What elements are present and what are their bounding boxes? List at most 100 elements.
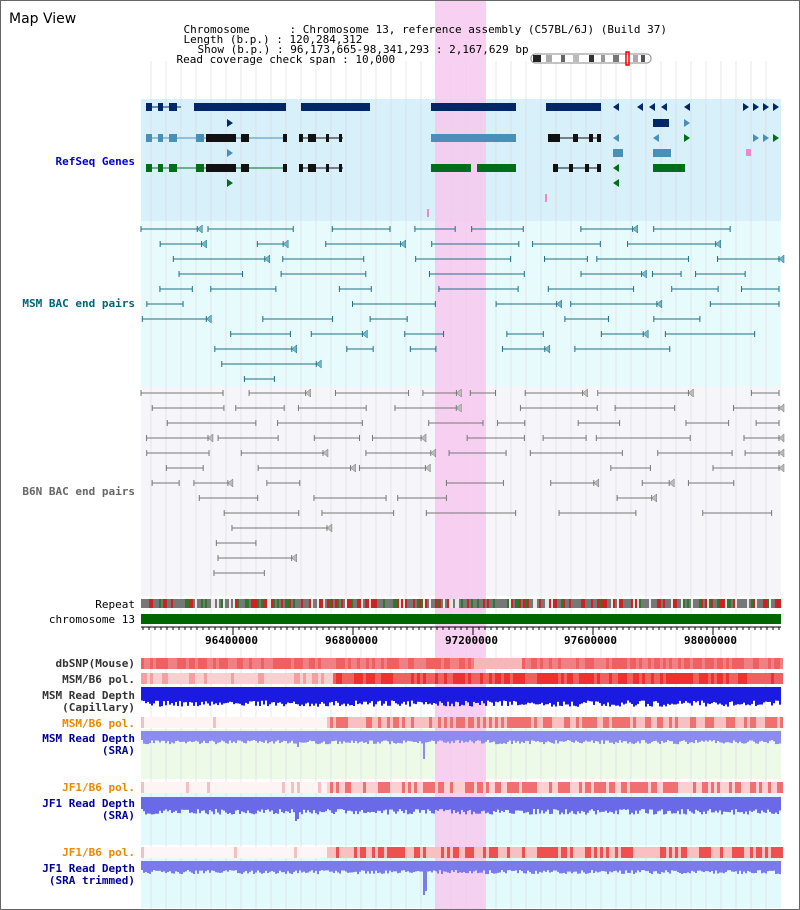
- depth-bar: [277, 797, 279, 814]
- jf1-depth-trimmed-label[interactable]: JF1 Read Depth: [42, 862, 135, 875]
- depth-bar: [615, 731, 617, 743]
- depth-bar: [259, 861, 261, 873]
- gene-exon: [326, 164, 329, 172]
- header-length-row: Length (b.p.) : 120,284,312: [183, 33, 363, 46]
- heatmap-cell: [432, 782, 435, 793]
- heatmap-cell: [657, 717, 660, 728]
- msm-depth-sra-label[interactable]: MSM Read Depth: [42, 732, 135, 745]
- jf1-b6-pol-trimmed-label[interactable]: JF1/B6 pol.: [62, 846, 135, 859]
- heatmap-cell: [753, 658, 756, 669]
- depth-bar: [777, 687, 779, 701]
- refseq-genes-label[interactable]: RefSeq Genes: [55, 155, 135, 168]
- depth-bar: [687, 797, 689, 810]
- heatmap-cell: [627, 717, 630, 728]
- depth-bar: [553, 861, 555, 871]
- heatmap-cell: [624, 658, 627, 669]
- repeat-block: [555, 599, 557, 608]
- heatmap-cell: [660, 717, 663, 728]
- heatmap-cell: [330, 717, 333, 728]
- repeat-block: [521, 599, 523, 608]
- bac-end-arrow: [778, 448, 785, 458]
- msm-depth-capillary-label[interactable]: MSM Read Depth: [42, 689, 135, 702]
- depth-bar: [705, 861, 707, 872]
- heatmap-cell: [588, 658, 591, 669]
- heatmap-cell: [438, 782, 441, 793]
- heatmap-cell: [546, 673, 549, 684]
- heatmap-cell: [531, 717, 534, 728]
- depth-bar: [261, 797, 263, 810]
- coverage-value: 10,000: [355, 53, 396, 66]
- depth-bar: [327, 687, 329, 707]
- msm-b6-pol-sra-label[interactable]: MSM/B6 pol.: [62, 717, 135, 730]
- depth-bar: [297, 731, 299, 747]
- heatmap-cell: [417, 673, 420, 684]
- heatmap-cell: [327, 782, 330, 793]
- heatmap-cell: [375, 782, 378, 793]
- depth-bar: [753, 687, 755, 701]
- depth-bar: [577, 797, 579, 812]
- heatmap-cell: [483, 717, 486, 728]
- heatmap-cell: [366, 782, 369, 793]
- repeat-block: [679, 599, 681, 608]
- msm-b6-pol-label[interactable]: MSM/B6 pol.: [62, 673, 135, 686]
- jf1-b6-pol-label[interactable]: JF1/B6 pol.: [62, 781, 135, 794]
- heatmap-cell: [330, 673, 333, 684]
- msm-bac-label[interactable]: MSM BAC end pairs: [22, 297, 135, 310]
- depth-bar: [627, 797, 629, 810]
- depth-bar: [311, 687, 313, 704]
- depth-bar: [501, 687, 503, 706]
- repeat-block: [151, 599, 153, 608]
- heatmap-cell: [438, 717, 441, 728]
- depth-bar: [567, 861, 569, 872]
- depth-bar: [539, 731, 541, 743]
- heatmap-cell: [318, 658, 321, 669]
- depth-bar: [481, 731, 483, 744]
- heatmap-cell: [606, 782, 609, 793]
- gene-exon: [194, 103, 286, 111]
- depth-bar: [559, 687, 561, 706]
- repeat-block: [631, 599, 633, 608]
- heatmap-cell: [747, 847, 750, 858]
- bac-end-arrow: [582, 388, 588, 398]
- repeat-block: [647, 599, 649, 608]
- depth-bar: [523, 687, 525, 705]
- depth-bar: [621, 797, 623, 810]
- gene-strand-arrow: [773, 134, 779, 142]
- heatmap-cell: [546, 847, 549, 858]
- gene-exon: [326, 134, 329, 142]
- depth-bar: [583, 687, 585, 703]
- heatmap-cell: [537, 782, 540, 793]
- heatmap-cell: [390, 847, 393, 858]
- heatmap-cell: [450, 717, 453, 728]
- heatmap-cell: [249, 847, 252, 858]
- depth-bar: [231, 797, 233, 815]
- heatmap-cell: [402, 658, 405, 669]
- depth-bar: [689, 797, 691, 812]
- jf1-depth-sra-label[interactable]: JF1 Read Depth: [42, 797, 135, 810]
- depth-bar: [297, 797, 299, 819]
- dbsnp-label[interactable]: dbSNP(Mouse): [55, 657, 135, 670]
- bac-end-arrow: [456, 388, 462, 398]
- heatmap-cell: [354, 782, 357, 793]
- heatmap-cell: [642, 717, 645, 728]
- heatmap-cell: [606, 658, 609, 669]
- heatmap-cell: [429, 782, 432, 793]
- refseq-genes: [146, 103, 779, 217]
- heatmap-cell: [633, 717, 636, 728]
- repeat-block: [557, 599, 559, 608]
- heatmap-cell: [255, 782, 258, 793]
- depth-bar: [395, 797, 397, 814]
- depth-bar: [263, 797, 265, 813]
- depth-bar: [309, 797, 311, 813]
- depth-bar: [567, 797, 569, 815]
- b6n-bac-label[interactable]: B6N BAC end pairs: [22, 485, 135, 498]
- heatmap-cell: [144, 717, 147, 728]
- depth-bar: [389, 731, 391, 745]
- repeat-block: [357, 599, 359, 608]
- depth-bar: [497, 861, 499, 873]
- heatmap-cell: [384, 717, 387, 728]
- heatmap-cell: [771, 782, 774, 793]
- depth-bar: [157, 731, 159, 741]
- bac-end-arrow: [778, 463, 785, 473]
- gene-exon: [158, 134, 163, 142]
